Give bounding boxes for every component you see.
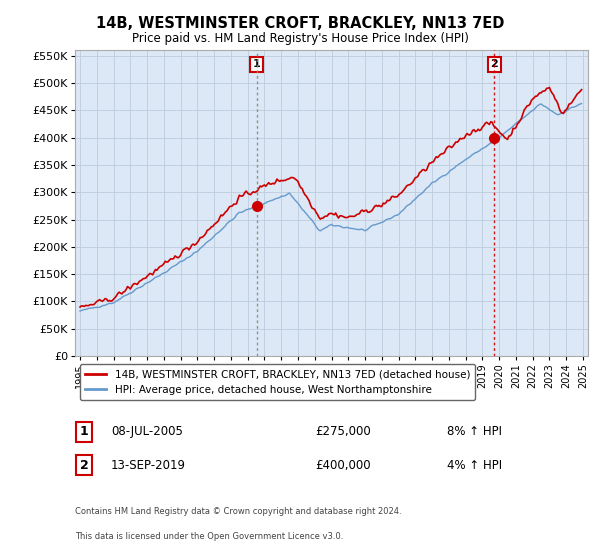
Text: Contains HM Land Registry data © Crown copyright and database right 2024.: Contains HM Land Registry data © Crown c… xyxy=(75,507,401,516)
Text: 08-JUL-2005: 08-JUL-2005 xyxy=(111,425,183,438)
Text: This data is licensed under the Open Government Licence v3.0.: This data is licensed under the Open Gov… xyxy=(75,533,343,542)
Text: 1: 1 xyxy=(80,425,88,438)
Text: 8% ↑ HPI: 8% ↑ HPI xyxy=(447,425,502,438)
Legend: 14B, WESTMINSTER CROFT, BRACKLEY, NN13 7ED (detached house), HPI: Average price,: 14B, WESTMINSTER CROFT, BRACKLEY, NN13 7… xyxy=(80,364,475,400)
Text: £275,000: £275,000 xyxy=(315,425,371,438)
Text: 2: 2 xyxy=(80,459,88,472)
Text: 13-SEP-2019: 13-SEP-2019 xyxy=(111,459,186,472)
Text: £400,000: £400,000 xyxy=(315,459,371,472)
Text: 2: 2 xyxy=(490,59,498,69)
Text: 14B, WESTMINSTER CROFT, BRACKLEY, NN13 7ED: 14B, WESTMINSTER CROFT, BRACKLEY, NN13 7… xyxy=(96,16,504,31)
Text: 4% ↑ HPI: 4% ↑ HPI xyxy=(447,459,502,472)
Text: Price paid vs. HM Land Registry's House Price Index (HPI): Price paid vs. HM Land Registry's House … xyxy=(131,32,469,45)
Text: 1: 1 xyxy=(253,59,260,69)
